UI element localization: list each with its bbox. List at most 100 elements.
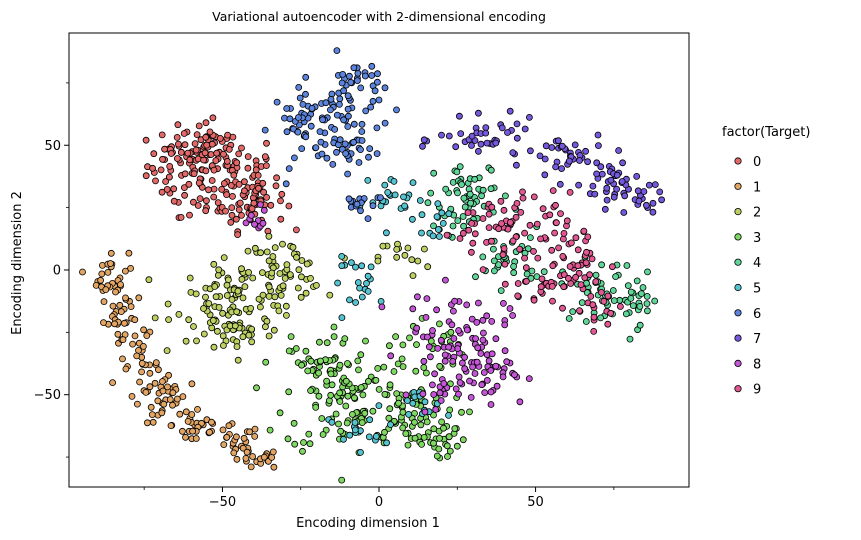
data-point [290, 419, 298, 427]
legend-label: 1 [753, 180, 761, 195]
data-point [498, 124, 506, 132]
data-point [235, 150, 243, 158]
data-point [158, 409, 166, 417]
data-point [215, 303, 223, 311]
data-point [519, 194, 527, 202]
data-point [408, 256, 416, 264]
data-point [583, 248, 590, 256]
data-point [330, 333, 338, 341]
data-point [368, 72, 376, 79]
data-point [479, 336, 487, 344]
data-point [411, 418, 418, 426]
data-point [165, 173, 173, 181]
data-point [257, 249, 265, 257]
data-point [447, 328, 455, 336]
data-point [189, 198, 197, 206]
data-point [195, 179, 203, 187]
data-point [163, 185, 171, 193]
data-point [354, 357, 362, 365]
data-point [318, 150, 326, 158]
data-point [109, 379, 116, 387]
data-point [540, 268, 548, 276]
data-point [177, 213, 185, 221]
data-point [220, 254, 228, 262]
data-point [364, 215, 372, 223]
data-point [319, 116, 327, 124]
legend-label: 0 [753, 155, 761, 170]
data-point [365, 433, 373, 441]
data-point [580, 227, 588, 235]
data-point [422, 313, 430, 321]
data-point [527, 234, 534, 242]
data-point [651, 181, 659, 189]
legend-label: 7 [753, 332, 761, 347]
data-point [495, 225, 503, 233]
data-point [372, 432, 380, 440]
data-point [344, 123, 352, 130]
data-point [473, 358, 481, 366]
data-point [100, 319, 107, 327]
data-point [347, 79, 355, 86]
data-point [448, 321, 456, 329]
data-point [503, 358, 511, 366]
data-point [212, 293, 220, 301]
data-point [316, 128, 324, 136]
data-point [305, 430, 313, 438]
data-point [223, 292, 231, 299]
data-point [409, 179, 417, 187]
data-point [437, 336, 445, 344]
data-point [334, 279, 342, 287]
data-point [530, 247, 537, 255]
data-point [588, 255, 596, 263]
data-point [300, 439, 307, 446]
data-point [500, 245, 508, 252]
data-point [292, 226, 300, 234]
data-point [390, 368, 398, 375]
data-point [593, 170, 600, 178]
data-point [509, 149, 517, 157]
data-point [530, 296, 538, 304]
data-point [249, 453, 257, 460]
data-point [268, 269, 276, 277]
data-point [424, 263, 432, 271]
data-point [303, 260, 311, 268]
data-point [501, 321, 509, 329]
data-point [210, 166, 218, 174]
data-point [159, 387, 167, 395]
data-point [180, 184, 188, 192]
data-point [449, 222, 457, 230]
data-point [341, 140, 349, 148]
data-point [248, 325, 256, 333]
data-point [235, 206, 243, 214]
data-point [477, 350, 485, 357]
data-point [443, 442, 451, 450]
data-point [283, 128, 291, 136]
data-point [319, 431, 327, 438]
data-point [232, 215, 240, 223]
data-point [352, 263, 359, 271]
data-point [492, 362, 500, 370]
data-point [229, 192, 236, 200]
data-point [298, 145, 306, 153]
series-2 [145, 232, 432, 364]
data-point [291, 440, 299, 448]
data-point [435, 320, 443, 328]
data-point [233, 159, 241, 167]
data-point [224, 131, 232, 139]
data-point [338, 252, 346, 260]
data-point [399, 424, 407, 432]
data-point [521, 254, 528, 262]
data-point [552, 201, 559, 209]
data-point [294, 114, 302, 121]
data-point [315, 369, 323, 377]
data-point [350, 394, 358, 402]
data-point [162, 178, 170, 185]
data-point [247, 304, 255, 312]
data-point [213, 327, 221, 335]
data-point [307, 122, 315, 130]
legend-marker [734, 283, 742, 292]
data-point [622, 310, 630, 318]
data-point [350, 120, 358, 128]
data-point [430, 425, 438, 433]
data-point [466, 377, 473, 385]
